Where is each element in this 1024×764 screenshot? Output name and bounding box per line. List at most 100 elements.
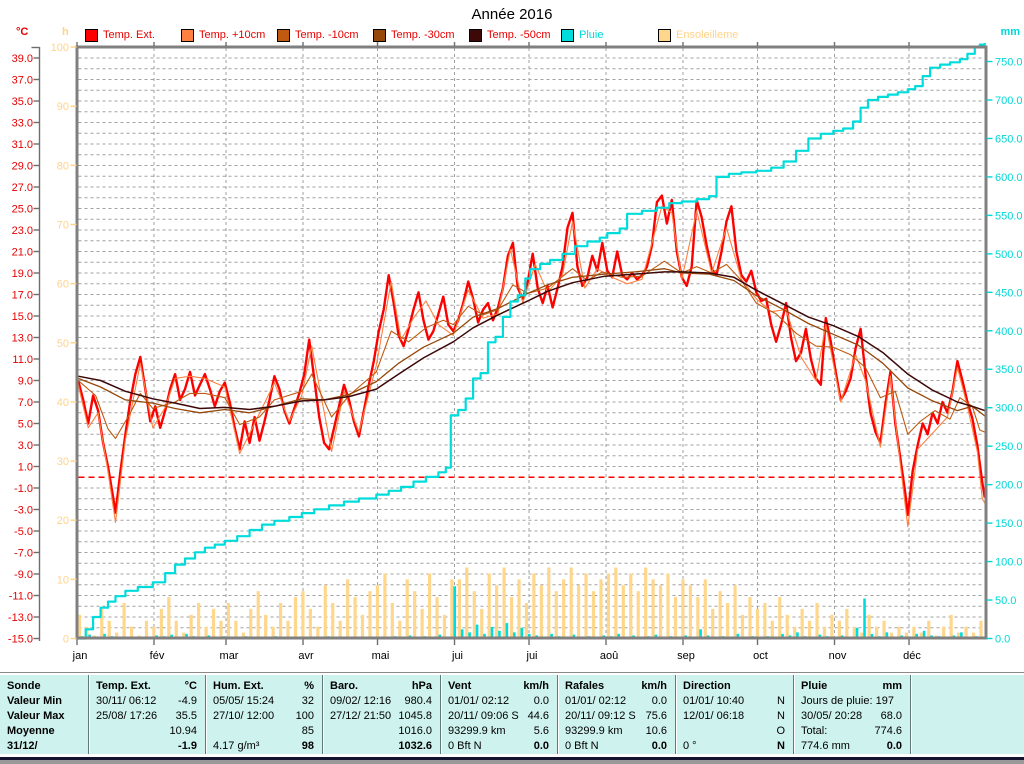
svg-text:1.0: 1.0 xyxy=(18,462,33,474)
table-cell: °C xyxy=(184,680,197,692)
table-cell: Moyenne xyxy=(7,725,55,737)
svg-text:25.0: 25.0 xyxy=(12,204,33,216)
svg-text:21.0: 21.0 xyxy=(12,247,33,259)
table-cell: 44.6 xyxy=(527,710,549,722)
table-row: 85 xyxy=(206,724,322,739)
table-row: 0 Bft N 0.0 xyxy=(441,739,557,754)
svg-text:700.0: 700.0 xyxy=(995,95,1023,107)
svg-text:-5.0: -5.0 xyxy=(14,526,33,538)
stats-table: Sonde Valeur Min Valeur Max Moyenne 31/12/Te… xyxy=(0,675,1024,754)
svg-text:29.0: 29.0 xyxy=(12,161,33,173)
table-cell: 85 xyxy=(301,725,314,737)
legend-label: Temp. +10cm xyxy=(199,29,266,41)
series-temp-10cm xyxy=(77,260,986,440)
month-label: mar xyxy=(220,650,239,662)
svg-text:-11.0: -11.0 xyxy=(9,591,33,603)
series-temp-+10cm xyxy=(77,205,986,528)
table-cell: N xyxy=(777,740,785,752)
table-cell: 30/05/ 20:28 xyxy=(801,710,863,722)
table-top-divider xyxy=(0,672,1024,676)
table-cell: 30/11/ 06:12 xyxy=(96,695,157,707)
svg-text:350.0: 350.0 xyxy=(995,364,1023,376)
table-row: Valeur Max xyxy=(0,709,88,724)
table-row: 09/02/ 12:16 980.4 xyxy=(323,694,440,709)
svg-text:-3.0: -3.0 xyxy=(14,505,33,517)
table-row: 93299.9 km 5.6 xyxy=(441,724,557,739)
month-label: aoû xyxy=(600,650,618,662)
table-row: 0 Bft N 0.0 xyxy=(558,739,675,754)
legend-item-pluie[interactable]: Pluie xyxy=(561,28,603,42)
legend-item-temp-10cm[interactable]: Temp. -10cm xyxy=(277,28,359,42)
gridlines xyxy=(78,57,985,629)
legend-label: Temp. -10cm xyxy=(295,29,359,41)
month-label: jan xyxy=(72,650,88,662)
svg-text:400.0: 400.0 xyxy=(995,326,1023,338)
month-label: sep xyxy=(677,650,695,662)
month-label: mai xyxy=(372,650,390,662)
table-cell: Valeur Min xyxy=(7,695,63,707)
table-row: 01/01/ 02:12 0.0 xyxy=(558,694,675,709)
table-cell: Jours de pluie: 197 xyxy=(801,695,894,707)
svg-text:13.0: 13.0 xyxy=(12,333,33,345)
series-temp-30cm xyxy=(77,268,986,417)
table-cell: 09/02/ 12:16 xyxy=(330,695,392,707)
table-row: Baro. hPa xyxy=(323,679,440,694)
legend-swatch xyxy=(181,28,194,42)
legend-item-temp-+10cm[interactable]: Temp. +10cm xyxy=(181,28,265,42)
legend-item-temp-30cm[interactable]: Temp. -30cm xyxy=(373,28,455,42)
temp-axis: 39.0 37.0 35.0 33.0 31.0 29.0 27.0 25.0 23.0 21.0… xyxy=(8,46,41,646)
legend-item-temp-ext-[interactable]: Temp. Ext. xyxy=(85,28,155,42)
svg-text:450.0: 450.0 xyxy=(995,287,1023,299)
legend-item-ensoleilleme[interactable]: Ensoleilleme xyxy=(658,28,738,42)
series-temp-ext- xyxy=(77,194,986,517)
table-cell: N xyxy=(777,695,785,707)
table-cell: 0.0 xyxy=(651,740,667,752)
table-cell: Hum. Ext. xyxy=(213,680,264,692)
svg-text:-1.0: -1.0 xyxy=(14,483,33,495)
legend-item-temp-50cm[interactable]: Temp. -50cm xyxy=(469,28,551,42)
svg-text:-15.0: -15.0 xyxy=(8,634,33,646)
month-label: fév xyxy=(150,650,165,662)
table-row: Temp. Ext. °C xyxy=(89,679,205,694)
table-col-vent: Vent km/h 01/01/ 02:12 0.0 20/11/ 09:06 S 44.… xyxy=(441,675,558,754)
svg-text:80: 80 xyxy=(57,160,69,172)
month-label: jui xyxy=(526,650,538,662)
svg-text:-7.0: -7.0 xyxy=(14,548,33,560)
table-cell: hPa xyxy=(411,680,432,692)
svg-text:-13.0: -13.0 xyxy=(8,612,33,624)
series-pluie-cumul- xyxy=(78,43,986,640)
month-axis: jan fév mar avr mai jui jui aoû sep oct nov déc xyxy=(72,42,921,662)
table-cell: 0 Bft N xyxy=(565,740,599,752)
mm-axis-unit-label: mm xyxy=(1000,26,1020,38)
table-cell: 20/11/ 09:06 S xyxy=(448,710,519,722)
legend-swatch xyxy=(658,28,671,42)
svg-text:200.0: 200.0 xyxy=(995,480,1023,492)
table-row: 30/11/ 06:12 -4.9 xyxy=(89,694,205,709)
table-bottom-highlight xyxy=(0,754,1024,757)
svg-text:39.0: 39.0 xyxy=(12,53,33,65)
table-row: 10.94 xyxy=(89,724,205,739)
svg-text:20: 20 xyxy=(57,515,69,527)
table-cell: 4.17 g/m³ xyxy=(213,740,260,752)
plot-border xyxy=(75,45,988,640)
legend-swatch xyxy=(469,28,482,42)
table-row: O xyxy=(676,724,793,739)
table-cell: Pluie xyxy=(801,680,828,692)
table-cell: 0 Bft N xyxy=(448,740,482,752)
svg-text:650.0: 650.0 xyxy=(995,133,1023,145)
table-cell: km/h xyxy=(641,680,667,692)
table-cell: 31/12/ xyxy=(7,740,38,752)
svg-text:31.0: 31.0 xyxy=(12,139,33,151)
table-cell: 5.6 xyxy=(533,725,549,737)
table-cell: 0 ° xyxy=(683,740,697,752)
table-row: 01/01/ 10:40 N xyxy=(676,694,793,709)
svg-text:-9.0: -9.0 xyxy=(14,569,33,581)
table-row: 1032.6 xyxy=(323,739,440,754)
svg-text:35.0: 35.0 xyxy=(12,96,33,108)
table-row: 01/01/ 02:12 0.0 xyxy=(441,694,557,709)
svg-text:70: 70 xyxy=(57,219,69,231)
table-col-empty xyxy=(911,675,1024,754)
table-cell: Valeur Max xyxy=(7,710,65,722)
table-cell: 01/01/ 02:12 xyxy=(565,695,627,707)
table-cell: 93299.9 km xyxy=(565,725,623,737)
